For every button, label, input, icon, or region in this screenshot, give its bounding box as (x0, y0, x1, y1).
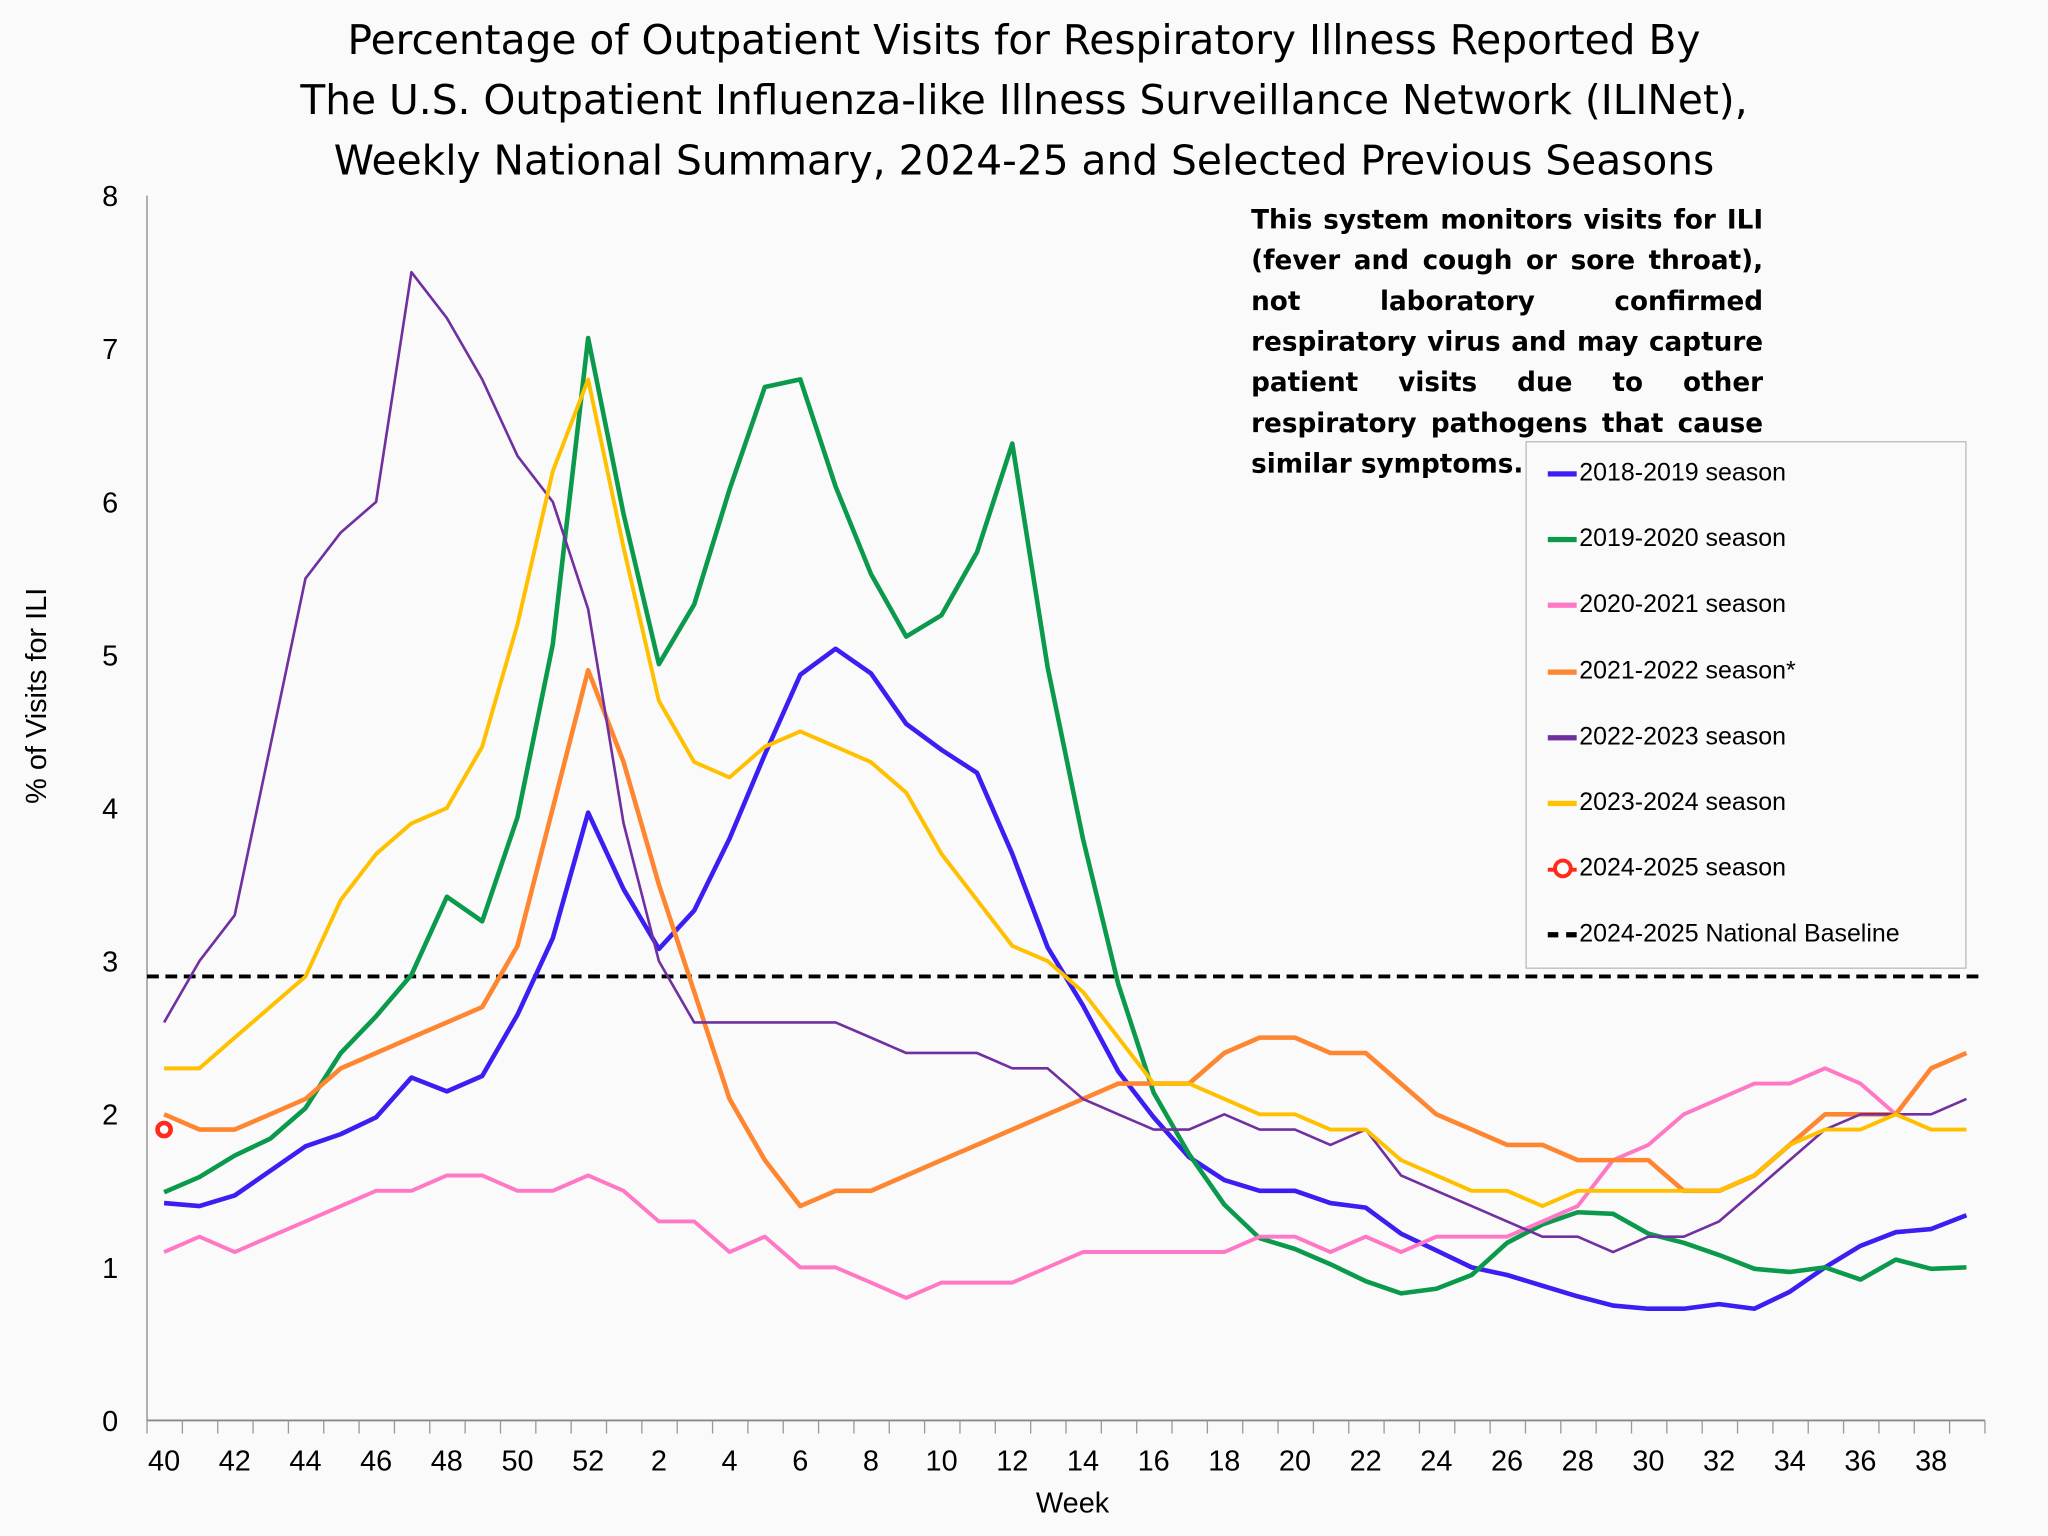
x-tick-label: 36 (1844, 1445, 1876, 1477)
x-tick-label: 52 (572, 1445, 604, 1477)
chart-title: Percentage of Outpatient Visits for Resp… (0, 11, 2048, 192)
title-line-1: Percentage of Outpatient Visits for Resp… (347, 17, 1701, 65)
legend-line-icon (1547, 668, 1577, 675)
legend-item: 2022-2023 season (1547, 722, 1786, 754)
legend-label: 2021-2022 season* (1579, 657, 1796, 685)
annotation-text: This system monitors visits for ILI (fev… (1251, 203, 1764, 480)
x-tick-label: 8 (863, 1445, 879, 1477)
series-line-2020-2021-season (163, 1066, 1898, 1300)
x-tick-label: 30 (1632, 1445, 1664, 1477)
x-tick-label: 14 (1067, 1445, 1099, 1477)
legend-label: 2023-2024 season (1579, 788, 1786, 817)
x-tick-label: 4 (722, 1445, 738, 1477)
series-line-2019-2020-season (163, 335, 1967, 1296)
title-line-3: Weekly National Summary, 2024-25 and Sel… (333, 137, 1715, 186)
x-tick-label: 42 (219, 1445, 251, 1477)
y-tick-label: 2 (102, 1100, 118, 1132)
legend-item: 2018-2019 season (1547, 458, 1786, 490)
legend-marker-circle-icon (1547, 858, 1577, 878)
x-tick-label: 12 (996, 1445, 1028, 1477)
legend-dashed-line-icon (1547, 932, 1577, 938)
x-tick-label: 16 (1138, 1445, 1170, 1477)
y-tick-label: 3 (102, 947, 118, 979)
series-point-2024-2025 (155, 1120, 173, 1139)
legend-label: 2020-2021 season (1579, 591, 1786, 619)
y-tick-label: 6 (102, 487, 118, 519)
title-line-2: The U.S. Outpatient Influenza-like Illne… (300, 77, 1748, 125)
x-tick-label: 20 (1279, 1445, 1311, 1477)
legend-item: 2024-2025 season (1547, 854, 1786, 886)
y-tick-label: 8 (102, 181, 118, 213)
x-tick-label: 34 (1774, 1445, 1806, 1477)
legend-label: 2022-2023 season (1579, 723, 1786, 751)
legend-line-icon (1547, 800, 1577, 807)
x-tick-label: 28 (1562, 1445, 1594, 1477)
y-tick-label: 0 (102, 1406, 118, 1438)
x-tick-label: 2 (651, 1445, 667, 1477)
x-tick-label: 50 (501, 1445, 533, 1477)
x-tick-label: 24 (1420, 1445, 1452, 1477)
x-axis-label: Week (1035, 1486, 1110, 1519)
legend-item: 2021-2022 season* (1547, 656, 1796, 688)
y-tick-label: 5 (102, 640, 118, 672)
legend-label: 2024-2025 National Baseline (1579, 920, 1900, 949)
legend-item: 2019-2020 season (1547, 524, 1786, 556)
series-line-2023-2024-season (164, 377, 1967, 1209)
legend-item: 2024-2025 National Baseline (1547, 919, 1900, 951)
x-tick-label: 44 (289, 1445, 321, 1477)
x-tick-label: 6 (792, 1445, 808, 1477)
legend-line-icon (1547, 537, 1577, 543)
legend-line-icon (1547, 734, 1577, 741)
y-axis-label: % of Visits for ILI (19, 587, 53, 804)
legend: 2018-2019 season 2019-2020 season 2020-202… (1525, 441, 1967, 969)
y-tick-label: 1 (102, 1253, 118, 1285)
y-tick-label: 4 (102, 794, 118, 826)
legend-label: 2024-2025 season (1579, 854, 1786, 883)
legend-label: 2018-2019 season (1579, 459, 1786, 488)
x-tick-label: 32 (1703, 1445, 1735, 1477)
series-line-2022-2023-season (162, 270, 1967, 1254)
legend-label: 2019-2020 season (1579, 525, 1786, 553)
x-tick-label: 18 (1208, 1445, 1240, 1477)
x-tick-label: 40 (148, 1445, 180, 1477)
legend-item: 2020-2021 season (1547, 590, 1786, 622)
y-tick-label: 7 (102, 334, 118, 366)
series-line-2021-2022-season (163, 667, 1968, 1209)
x-tick-label: 26 (1491, 1445, 1523, 1477)
legend-line-icon (1547, 603, 1577, 609)
legend-line-icon (1547, 471, 1577, 477)
x-tick-label: 48 (431, 1445, 463, 1477)
x-tick-label: 22 (1350, 1445, 1382, 1477)
x-tick-label: 46 (360, 1445, 392, 1477)
x-tick-label: 38 (1915, 1445, 1947, 1477)
x-tick-label: 10 (926, 1445, 958, 1477)
legend-item: 2023-2024 season (1547, 788, 1786, 820)
